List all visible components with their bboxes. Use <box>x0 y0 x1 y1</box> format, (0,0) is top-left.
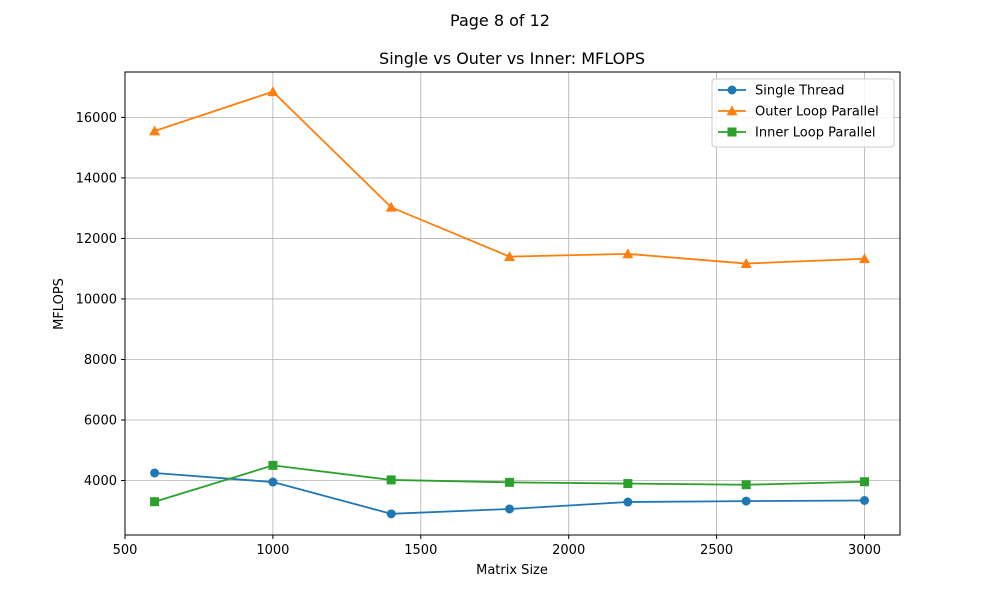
x-tick-label: 3000 <box>848 543 881 558</box>
data-point <box>622 248 634 259</box>
page-header: Page 8 of 12 <box>450 11 550 30</box>
y-tick-label: 16000 <box>76 111 117 126</box>
data-point <box>740 258 752 268</box>
data-point <box>267 86 279 97</box>
series-outer-loop-parallel <box>149 86 871 268</box>
data-point <box>386 475 396 485</box>
legend-marker <box>727 127 737 137</box>
data-point <box>741 480 751 490</box>
plot-area <box>124 71 901 536</box>
x-tick-label: 500 <box>113 543 138 558</box>
x-tick-label: 1500 <box>404 543 437 558</box>
x-tick-label: 1000 <box>256 543 289 558</box>
legend-item: Single Thread <box>718 84 845 99</box>
data-point <box>741 496 751 506</box>
y-tick-label: 4000 <box>84 474 117 489</box>
data-point <box>860 477 870 487</box>
data-point <box>859 253 871 264</box>
legend-label: Outer Loop Parallel <box>755 105 879 120</box>
y-tick-label: 10000 <box>76 292 117 307</box>
data-point <box>386 509 396 519</box>
legend: Single Thread Outer Loop Parallel Inner Lo… <box>711 78 895 148</box>
data-point <box>505 504 515 514</box>
legend-marker <box>727 85 737 95</box>
legend-item: Outer Loop Parallel <box>718 105 879 120</box>
data-point <box>505 477 515 487</box>
legend-box <box>711 78 895 148</box>
data-point <box>385 201 397 212</box>
y-tick-label: 14000 <box>76 171 117 186</box>
y-tick-label: 8000 <box>84 353 117 368</box>
series-inner-loop-parallel <box>150 460 870 507</box>
data-point <box>268 460 278 470</box>
data-point <box>268 477 278 487</box>
legend-label: Single Thread <box>755 84 845 99</box>
axes: 500 1000 1500 2000 2500 3000 4000 6000 8000 10000… <box>76 111 881 558</box>
y-axis-label: MFLOPS <box>52 278 67 330</box>
series-single-thread <box>150 468 870 519</box>
y-tick-label: 6000 <box>84 414 117 429</box>
chart-title: Single vs Outer vs Inner: MFLOPS <box>379 49 645 68</box>
data-point <box>504 251 516 261</box>
data-point <box>623 479 633 489</box>
x-tick-label: 2500 <box>700 543 733 558</box>
data-point <box>149 125 161 136</box>
x-tick-label: 2000 <box>552 543 585 558</box>
data-point <box>623 497 633 507</box>
data-point <box>150 497 160 507</box>
data-point <box>860 496 870 506</box>
data-point <box>150 468 160 478</box>
y-tick-label: 12000 <box>76 232 117 247</box>
legend-item: Inner Loop Parallel <box>718 126 875 141</box>
x-axis-label: Matrix Size <box>476 563 548 578</box>
series-layer <box>149 86 871 519</box>
legend-label: Inner Loop Parallel <box>755 126 875 141</box>
legend-marker <box>726 105 738 116</box>
